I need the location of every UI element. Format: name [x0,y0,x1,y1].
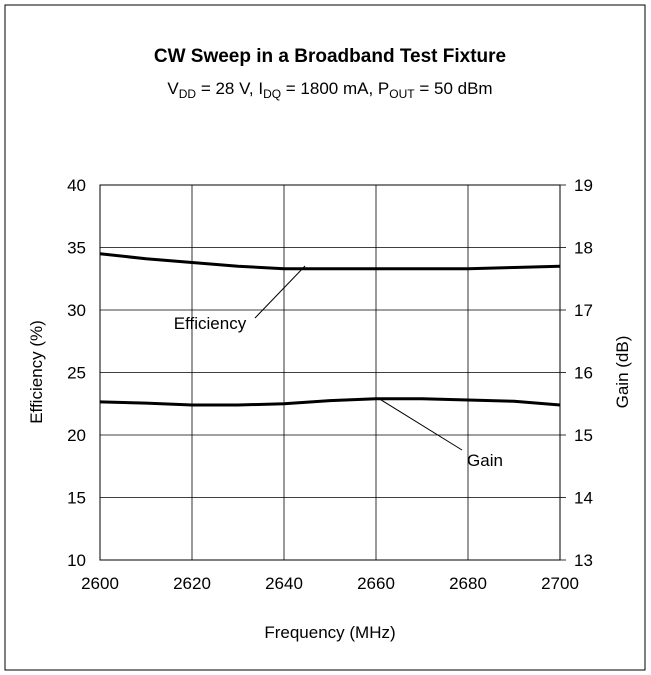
series-line [99,252,561,271]
subscript: OUT [389,87,415,101]
y2-tick-label: 16 [574,364,593,383]
series-annotation: Efficiency [174,314,247,333]
x-tick-label: 2640 [265,574,303,593]
y-tick-label: 20 [67,426,86,445]
y2-tick-label: 15 [574,426,593,445]
series-annotation: Gain [467,451,503,470]
y2-axis-label: Gain (dB) [613,336,632,409]
y2-tick-label: 17 [574,301,593,320]
subtitle-part: V [167,79,179,98]
subtitle-part: = 1800 mA, P [281,79,389,98]
y-tick-label: 10 [67,551,86,570]
x-tick-label: 2700 [541,574,579,593]
subtitle-part: = 50 dBm [415,79,493,98]
y-tick-label: 15 [67,489,86,508]
plot-area [99,184,561,561]
subtitle-part: = 28 V, I [196,79,263,98]
y-tick-label: 25 [67,364,86,383]
leader-line [254,265,306,319]
y2-tick-label: 18 [574,239,593,258]
y-tick-label: 40 [67,176,86,195]
leader-line [377,397,463,451]
x-tick-label: 2680 [449,574,487,593]
x-tick-label: 2620 [173,574,211,593]
series-line [99,397,561,407]
frame [4,4,646,671]
y2-tick-label: 19 [574,176,593,195]
y-axis-label: Efficiency (%) [27,320,46,424]
x-tick-label: 2600 [81,574,119,593]
x-axis-label: Frequency (MHz) [264,623,395,642]
chart-subtitle: VDD = 28 V, IDQ = 1800 mA, POUT = 50 dBm [167,79,492,101]
y2-tick-label: 14 [574,489,593,508]
x-tick-label: 2660 [357,574,395,593]
y-tick-label: 35 [67,239,86,258]
chart-title: CW Sweep in a Broadband Test Fixture [154,46,506,67]
y-tick-label: 30 [67,301,86,320]
y2-tick-label: 13 [574,551,593,570]
subscript: DQ [263,87,281,101]
subscript: DD [179,87,197,101]
